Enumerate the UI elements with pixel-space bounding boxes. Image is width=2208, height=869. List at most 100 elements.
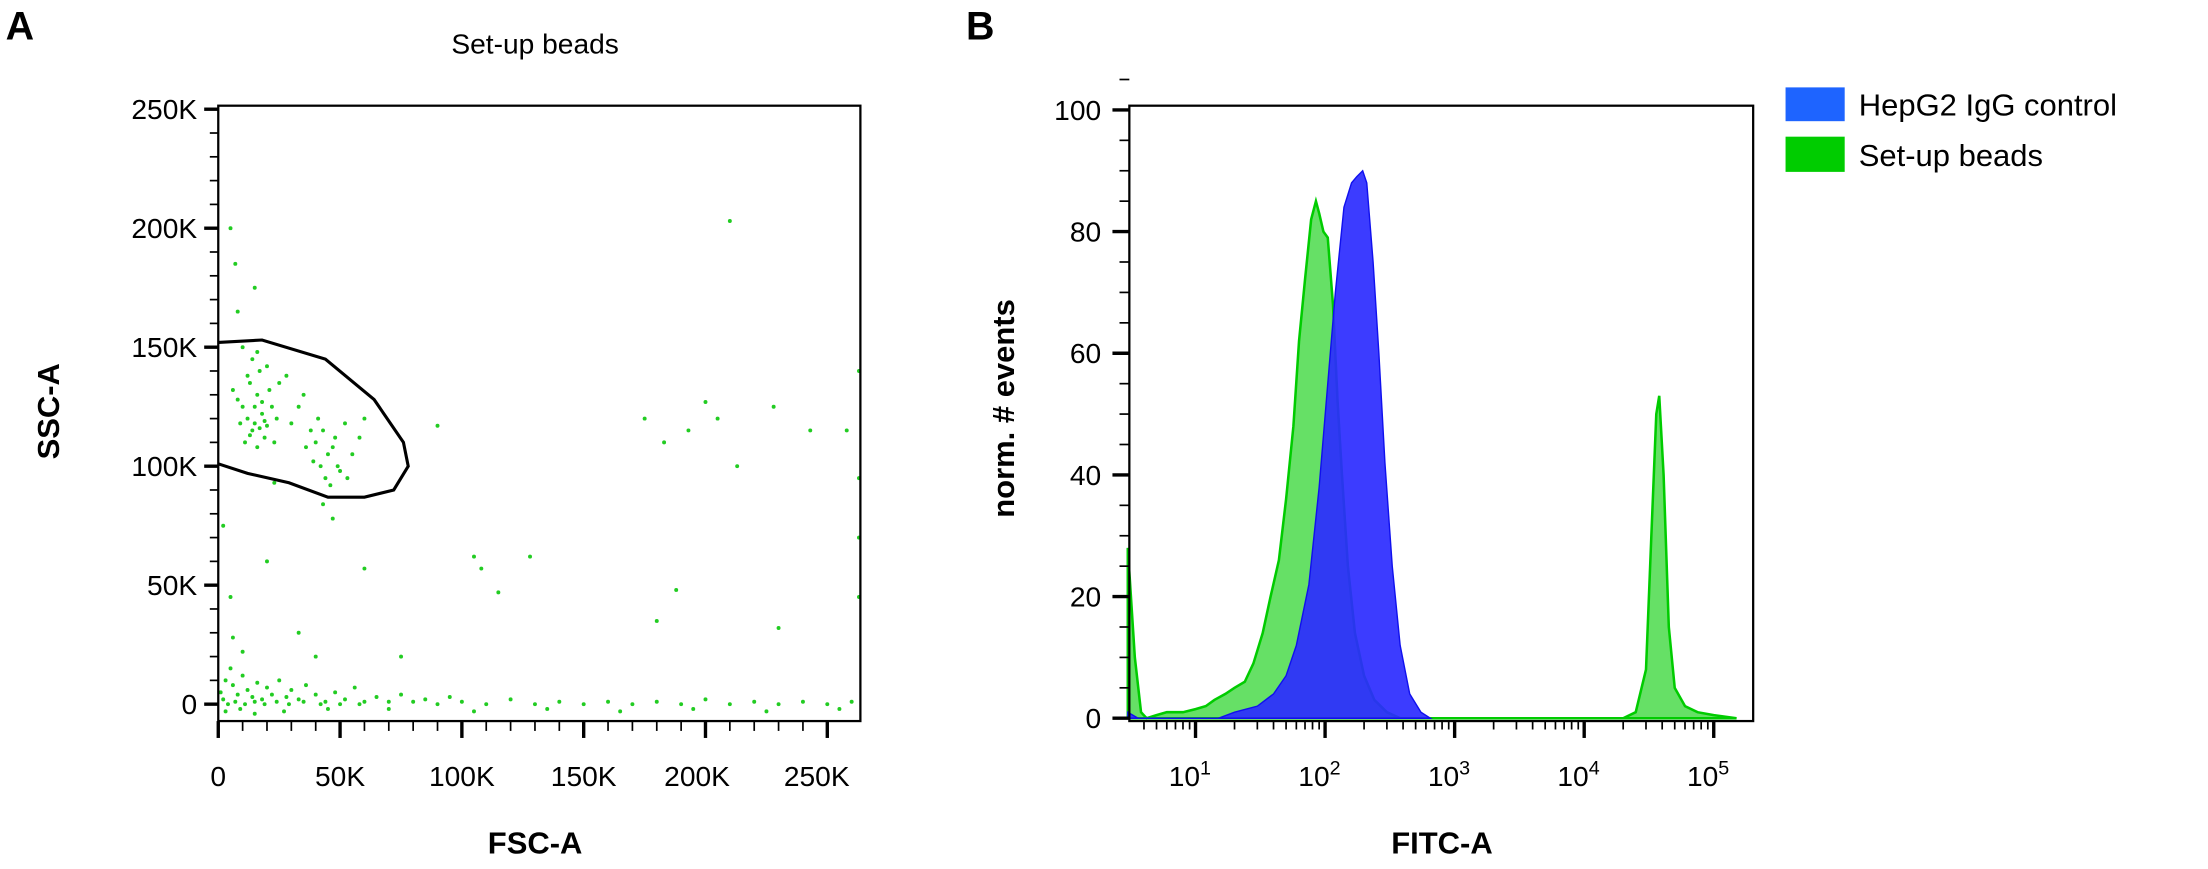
- scatter-point: [849, 699, 854, 704]
- scatter-point: [250, 428, 255, 433]
- gate-outline: [217, 338, 410, 499]
- scatter-point: [808, 428, 813, 433]
- scatter-point: [240, 404, 245, 409]
- scatter-point: [323, 699, 328, 704]
- y-tick-label: 200K: [131, 213, 197, 244]
- scatter-point: [545, 706, 550, 711]
- y-tick-label: 100: [1054, 95, 1101, 126]
- scatter-point: [274, 416, 279, 421]
- x-tick-label: 200K: [664, 761, 730, 792]
- scatter-point: [316, 416, 321, 421]
- y-tick-label: 80: [1070, 216, 1101, 247]
- scatter-point: [267, 388, 272, 392]
- scatter-point: [642, 416, 647, 421]
- x-axis-label: FSC-A: [488, 825, 583, 860]
- axes-b: 0 20 40 60 80 100 101 102 103 104 105: [1054, 78, 1729, 792]
- scatter-point: [338, 469, 343, 473]
- scatter-point: [399, 692, 404, 697]
- x-tick-label: 150K: [551, 761, 617, 792]
- y-tick-label: 0: [1086, 703, 1102, 734]
- panel-label-a: A: [6, 5, 34, 49]
- scatter-point: [752, 699, 757, 704]
- panel-label-b: B: [966, 5, 994, 49]
- scatter-point: [399, 654, 404, 659]
- scatter-point: [243, 440, 247, 445]
- scatter-point: [321, 502, 326, 507]
- scatter-point: [286, 702, 291, 707]
- scatter-point: [240, 649, 245, 654]
- scatter-point: [235, 692, 240, 697]
- scatter-point: [325, 452, 330, 457]
- y-tick-label: 50K: [147, 570, 197, 601]
- scatter-point: [343, 421, 347, 426]
- scatter-point: [374, 695, 379, 699]
- scatter-point: [727, 219, 732, 223]
- scatter-point: [223, 678, 228, 683]
- scatter-point: [250, 695, 255, 699]
- scatter-point: [235, 309, 240, 314]
- scatter-point: [265, 364, 269, 369]
- scatter-point: [262, 435, 267, 440]
- scatter-point: [221, 697, 226, 702]
- scatter-point: [386, 699, 391, 704]
- scatter-point: [277, 380, 282, 385]
- scatter-point: [296, 630, 301, 635]
- legend-swatch-blue: [1785, 87, 1845, 122]
- scatter-point: [325, 706, 330, 711]
- y-axis-label-b: norm. # events: [986, 299, 1021, 518]
- scatter-point: [265, 685, 269, 690]
- scatter-point: [284, 373, 289, 378]
- scatter-point: [272, 440, 277, 445]
- scatter-point: [357, 702, 362, 707]
- scatter-point: [260, 697, 265, 702]
- scatter-point: [262, 702, 267, 707]
- scatter-point: [284, 695, 289, 699]
- scatter-point: [330, 516, 335, 521]
- scatter-point: [386, 706, 391, 711]
- scatter-point: [411, 699, 416, 704]
- scatter-point: [844, 428, 849, 433]
- scatter-point: [484, 702, 489, 707]
- y-tick-label: 250K: [131, 94, 197, 125]
- scatter-point: [252, 285, 257, 290]
- scatter-point: [304, 683, 308, 688]
- scatter-point: [311, 459, 316, 464]
- scatter-point: [630, 702, 635, 707]
- scatter-point: [235, 397, 240, 402]
- axes: 0 50K 100K 150K 200K 250K 0 50K 100K 150K 200K 250K: [131, 94, 849, 792]
- scatter-point: [221, 523, 226, 528]
- scatter-point: [243, 702, 247, 707]
- scatter-point: [282, 709, 286, 714]
- scatter-point: [727, 702, 732, 707]
- scatter-point: [230, 388, 235, 392]
- scatter-point: [338, 702, 343, 707]
- scatter-point: [272, 480, 277, 485]
- scatter-point: [318, 464, 323, 469]
- scatter-point: [252, 711, 257, 716]
- scatter-points: [218, 219, 861, 716]
- scatter-point: [238, 421, 243, 426]
- x-tick-label: 104: [1557, 758, 1599, 792]
- scatter-point: [289, 421, 294, 426]
- y-tick-label: 150K: [131, 332, 197, 363]
- scatter-point: [230, 635, 235, 640]
- scatter-point: [226, 702, 230, 707]
- x-axis-label-b: FITC-A: [1391, 825, 1492, 860]
- series-hepg2-igg-control-area: [1127, 169, 1433, 719]
- scatter-point: [228, 226, 233, 231]
- scatter-point: [262, 419, 267, 423]
- scatter-point: [662, 440, 667, 445]
- scatter-point: [313, 440, 318, 445]
- scatter-point: [496, 590, 501, 595]
- y-tick-label: 60: [1070, 338, 1101, 369]
- scatter-point: [308, 428, 313, 433]
- scatter-point: [247, 433, 252, 438]
- x-tick-label: 250K: [784, 761, 850, 792]
- scatter-point: [255, 392, 260, 397]
- scatter-point: [233, 699, 238, 704]
- scatter-point: [557, 699, 562, 704]
- scatter-point: [323, 476, 328, 481]
- scatter-point: [581, 702, 586, 707]
- scatter-point: [357, 435, 362, 440]
- scatter-point: [301, 699, 306, 704]
